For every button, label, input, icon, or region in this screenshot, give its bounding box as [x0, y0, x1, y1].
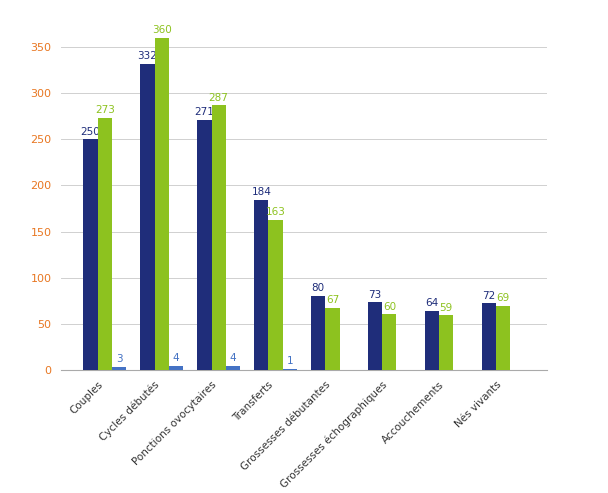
- Bar: [140, 64, 154, 370]
- Text: 73: 73: [368, 290, 382, 300]
- Bar: [425, 311, 439, 370]
- Text: 60: 60: [383, 302, 396, 312]
- Text: 80: 80: [312, 283, 325, 293]
- Bar: [197, 120, 212, 370]
- Bar: [482, 303, 496, 370]
- Bar: [154, 38, 169, 370]
- Bar: [382, 315, 396, 370]
- Text: 287: 287: [209, 93, 229, 103]
- Text: 67: 67: [326, 295, 339, 305]
- Legend: Génétique moléculaire, Cytogénétique, Cytogénétique + Génétique moléculaire: Génétique moléculaire, Cytogénétique, Cy…: [22, 489, 586, 493]
- Bar: [496, 306, 510, 370]
- Bar: [439, 316, 454, 370]
- Text: 163: 163: [266, 207, 286, 217]
- Bar: [254, 200, 268, 370]
- Bar: [325, 308, 340, 370]
- Bar: [112, 367, 126, 370]
- Text: 360: 360: [152, 25, 171, 35]
- Text: 4: 4: [230, 353, 236, 363]
- Text: 4: 4: [173, 353, 179, 363]
- Bar: [283, 369, 297, 370]
- Bar: [226, 366, 240, 370]
- Text: 69: 69: [497, 293, 510, 303]
- Text: 184: 184: [251, 187, 271, 197]
- Bar: [169, 366, 183, 370]
- Bar: [268, 219, 283, 370]
- Text: 3: 3: [116, 354, 122, 364]
- Bar: [212, 106, 226, 370]
- Text: 64: 64: [426, 298, 439, 308]
- Bar: [83, 140, 98, 370]
- Text: 332: 332: [137, 51, 157, 61]
- Text: 250: 250: [81, 127, 100, 137]
- Text: 72: 72: [482, 291, 496, 301]
- Text: 273: 273: [95, 106, 115, 115]
- Bar: [311, 296, 325, 370]
- Text: 59: 59: [440, 303, 453, 313]
- Text: 1: 1: [286, 356, 293, 366]
- Bar: [98, 118, 112, 370]
- Bar: [368, 303, 382, 370]
- Text: 271: 271: [195, 107, 215, 117]
